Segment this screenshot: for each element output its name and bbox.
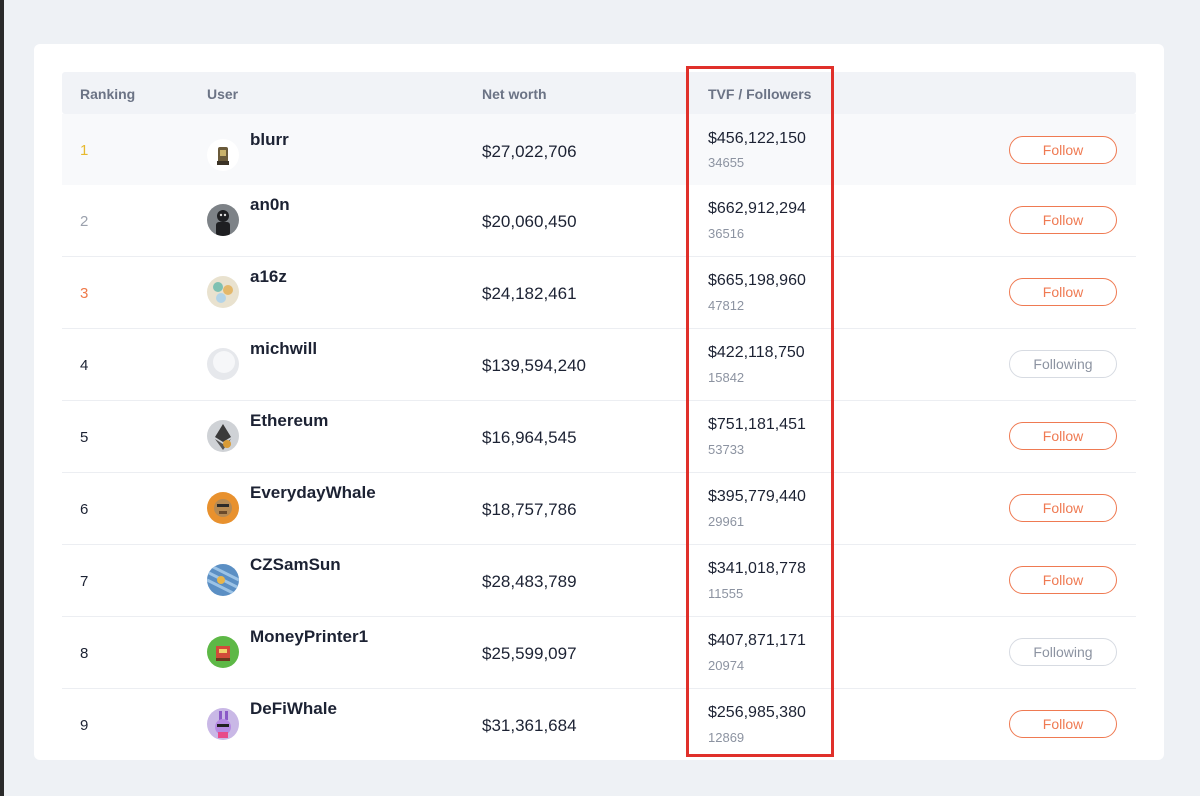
table-row[interactable]: 4 michwill $139,594,240 $422,118,750 158…	[62, 329, 1136, 401]
avatar[interactable]	[207, 204, 239, 236]
rank-number: 1	[80, 142, 89, 159]
net-worth: $16,964,545	[482, 428, 577, 447]
followers-count: 47812	[708, 298, 745, 313]
avatar[interactable]	[207, 564, 239, 596]
leaderboard-card: Ranking User Net worth TVF / Followers 1…	[34, 44, 1164, 760]
leaderboard-table: Ranking User Net worth TVF / Followers 1…	[62, 72, 1136, 761]
username[interactable]: MoneyPrinter1	[250, 627, 369, 646]
header-user: User	[207, 86, 239, 102]
avatar[interactable]	[207, 636, 239, 668]
followers-count: 15842	[708, 370, 745, 385]
table-header: Ranking User Net worth TVF / Followers	[62, 72, 1136, 114]
username[interactable]: a16z	[250, 267, 287, 286]
header-tvf-followers: TVF / Followers	[708, 86, 812, 102]
follow-button[interactable]: Follow	[1009, 206, 1117, 234]
tvf-value: $422,118,750	[708, 344, 805, 361]
username[interactable]: an0n	[250, 195, 290, 214]
avatar[interactable]	[207, 420, 239, 452]
tvf-value: $751,181,451	[708, 416, 806, 433]
tvf-value: $341,018,778	[708, 560, 806, 577]
window-edge	[0, 0, 4, 796]
followers-count: 12869	[708, 730, 745, 745]
avatar[interactable]	[207, 492, 239, 524]
net-worth: $139,594,240	[482, 356, 586, 375]
tvf-value: $456,122,150	[708, 130, 806, 147]
username[interactable]: Ethereum	[250, 411, 329, 430]
rank-number: 5	[80, 429, 89, 446]
net-worth: $20,060,450	[482, 212, 577, 231]
username[interactable]: EverydayWhale	[250, 483, 376, 502]
net-worth: $28,483,789	[482, 572, 577, 591]
following-button[interactable]: Following	[1009, 638, 1117, 666]
net-worth: $27,022,706	[482, 142, 577, 161]
table-row[interactable]: 7 CZSamSun $28,483,789 $341,018,778 1155…	[62, 545, 1136, 617]
rank-number: 9	[80, 717, 89, 734]
follow-button[interactable]: Follow	[1009, 278, 1117, 306]
username[interactable]: CZSamSun	[250, 555, 341, 574]
username[interactable]: blurr	[250, 130, 289, 149]
header-ranking: Ranking	[80, 86, 136, 102]
table-row[interactable]: 1 blurr $27,022,706 $456,122,150 34655 F…	[62, 114, 1136, 185]
avatar[interactable]	[207, 348, 239, 380]
tvf-value: $256,985,380	[708, 704, 806, 721]
tvf-value: $665,198,960	[708, 272, 806, 289]
followers-count: 29961	[708, 514, 745, 529]
follow-button[interactable]: Follow	[1009, 136, 1117, 164]
followers-count: 20974	[708, 658, 745, 673]
net-worth: $25,599,097	[482, 644, 577, 663]
followers-count: 53733	[708, 442, 745, 457]
follow-button[interactable]: Follow	[1009, 422, 1117, 450]
rank-number: 8	[80, 645, 89, 662]
tvf-value: $395,779,440	[708, 488, 806, 505]
follow-button[interactable]: Follow	[1009, 566, 1117, 594]
avatar[interactable]	[207, 708, 239, 740]
follow-button[interactable]: Follow	[1009, 710, 1117, 738]
follow-button[interactable]: Follow	[1009, 494, 1117, 522]
username[interactable]: DeFiWhale	[250, 699, 337, 718]
table-row[interactable]: 3 a16z $24,182,461 $665,198,960 47812 Fo…	[62, 257, 1136, 329]
followers-count: 34655	[708, 155, 745, 170]
net-worth: $24,182,461	[482, 284, 577, 303]
rank-number: 4	[80, 357, 89, 374]
followers-count: 36516	[708, 226, 745, 241]
tvf-value: $407,871,171	[708, 632, 806, 649]
header-networth: Net worth	[482, 86, 547, 102]
avatar[interactable]	[207, 139, 239, 171]
avatar[interactable]	[207, 276, 239, 308]
followers-count: 11555	[708, 586, 744, 601]
table-row[interactable]: 8 MoneyPrinter1 $25,599,097 $407,871,171…	[62, 617, 1136, 689]
table-row[interactable]: 5 Ethereum $16,964,545 $751,181,451 5373…	[62, 401, 1136, 473]
username[interactable]: michwill	[250, 339, 318, 358]
following-button[interactable]: Following	[1009, 350, 1117, 378]
rank-number: 7	[80, 573, 89, 590]
net-worth: $18,757,786	[482, 500, 577, 519]
net-worth: $31,361,684	[482, 716, 577, 735]
rank-number: 2	[80, 213, 89, 230]
table-row[interactable]: 9 DeFiWhale $31,361,684 $256,985,380 128…	[62, 689, 1136, 761]
rank-number: 3	[80, 285, 89, 302]
tvf-value: $662,912,294	[708, 200, 806, 217]
rank-number: 6	[80, 501, 89, 518]
table-row[interactable]: 2 an0n $20,060,450 $662,912,294 36516 Fo…	[62, 185, 1136, 257]
table-row[interactable]: 6 EverydayWhale $18,757,786 $395,779,440…	[62, 473, 1136, 545]
